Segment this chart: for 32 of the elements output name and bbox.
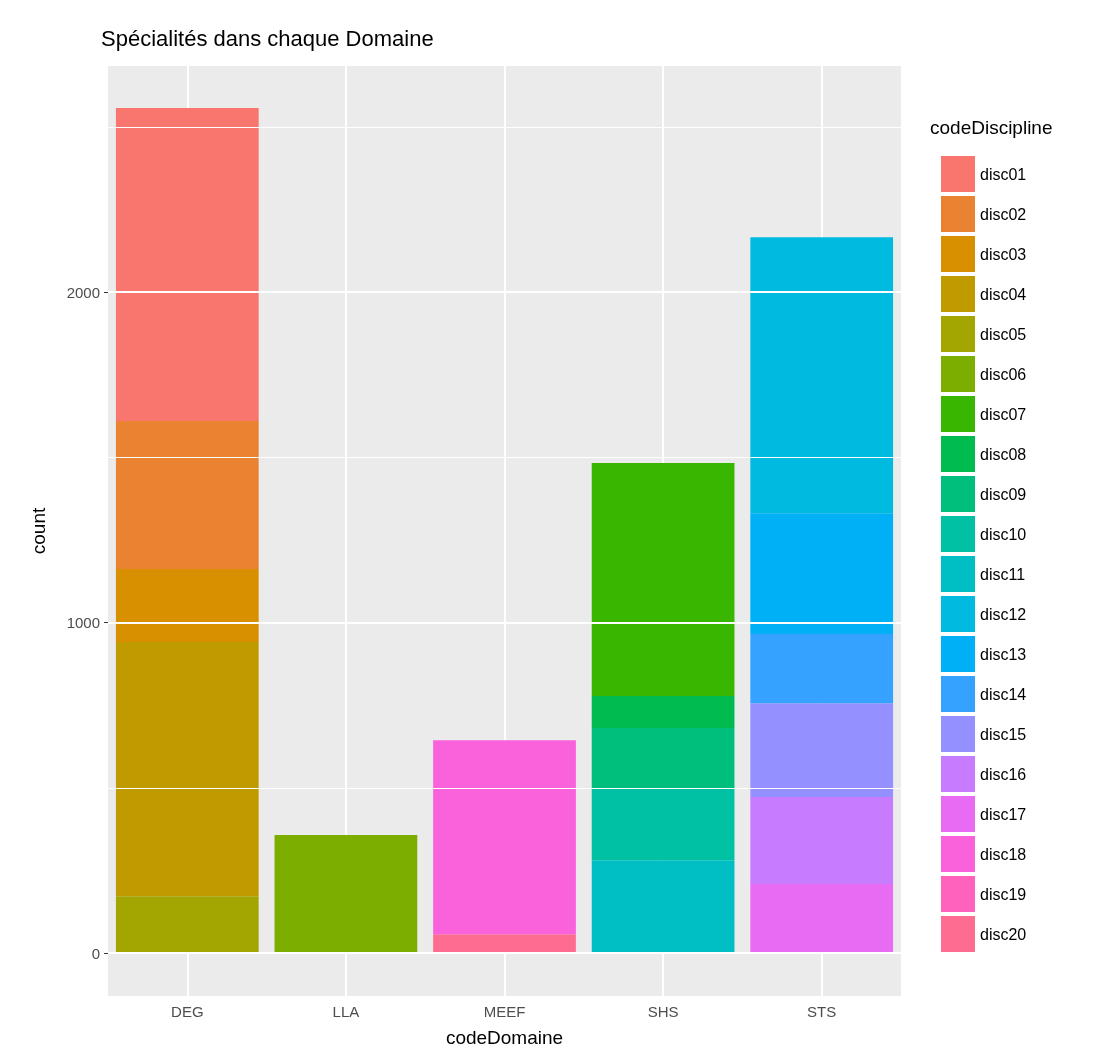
legend-label: disc16 <box>980 765 1027 783</box>
chart-title: Spécialités dans chaque Domaine <box>101 25 434 51</box>
x-tick-label: DEG <box>171 1003 204 1020</box>
legend-label: disc03 <box>980 245 1027 263</box>
x-tick-label: SHS <box>647 1003 679 1020</box>
legend-label: disc09 <box>980 485 1027 503</box>
x-axis-title: codeDomaine <box>445 1027 564 1048</box>
legend-label: disc04 <box>980 285 1027 303</box>
legend-label: disc08 <box>980 445 1027 463</box>
legend-label: disc05 <box>980 325 1027 343</box>
x-tick-label: STS <box>807 1003 837 1020</box>
legend-label: disc06 <box>980 365 1027 383</box>
legend-label: disc01 <box>980 165 1027 183</box>
legend-label: disc11 <box>980 565 1026 583</box>
y-axis-title: count <box>28 507 49 555</box>
y-tick-label: 0 <box>91 944 100 962</box>
y-tick-label: 1000 <box>66 614 100 632</box>
legend-label: disc02 <box>980 205 1027 223</box>
x-tick-label: MEEF <box>483 1003 526 1020</box>
x-tick-label: LLA <box>332 1003 360 1020</box>
legend-label: disc10 <box>980 525 1027 543</box>
legend-label: disc20 <box>980 925 1027 943</box>
legend-label: disc18 <box>980 845 1027 863</box>
legend-label: disc07 <box>980 405 1027 423</box>
legend-label: disc15 <box>980 725 1027 743</box>
legend-label: disc14 <box>980 685 1027 703</box>
legend-label: disc19 <box>980 885 1027 903</box>
y-tick-label: 2000 <box>66 283 100 301</box>
legend-title: codeDiscipline <box>930 117 1053 138</box>
legend-label: disc17 <box>980 805 1027 823</box>
legend-label: disc13 <box>980 645 1027 663</box>
legend-label: disc12 <box>980 605 1027 623</box>
